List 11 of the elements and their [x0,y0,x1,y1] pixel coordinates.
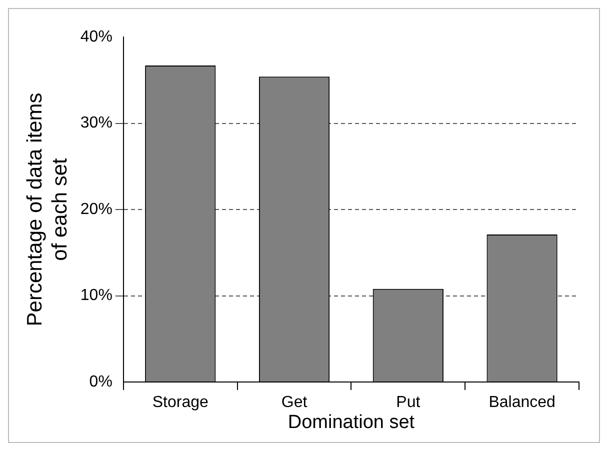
y-tick-label: 10% [80,287,112,304]
x-tick-label: Get [281,394,308,412]
x-tick-label: Storage [152,394,208,412]
y-tick-label: 0% [89,373,112,390]
x-tick-label: Balanced [488,394,556,412]
y-tick-label: 30% [80,114,112,132]
y-axis-title: Percentage of data items of each set [23,92,72,326]
y-tick-label: 20% [80,200,112,218]
x-axis-title: Domination set [288,412,416,433]
x-tick-label: Put [396,394,421,412]
y-tick-label: 40% [80,28,112,46]
